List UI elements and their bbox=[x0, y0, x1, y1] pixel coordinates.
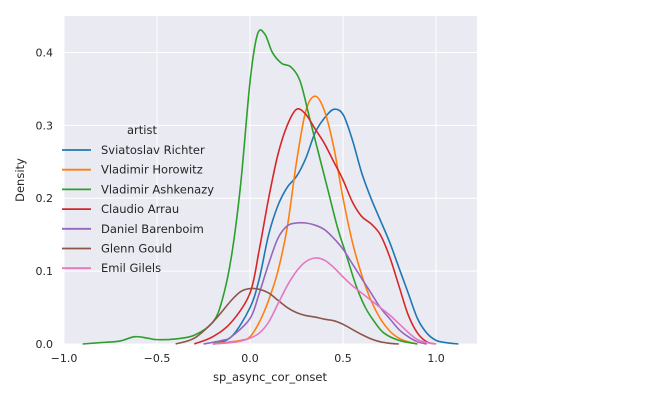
legend-item-emil-gilels: Emil Gilels bbox=[62, 261, 161, 275]
y-tick-label: 0.3 bbox=[36, 119, 54, 132]
legend-item-claudio-arrau: Claudio Arrau bbox=[62, 202, 179, 216]
grid bbox=[63, 16, 477, 345]
x-tick-label: 0.0 bbox=[241, 352, 259, 365]
series-line-daniel-barenboim bbox=[203, 221, 427, 345]
series-line-glenn-gould bbox=[175, 287, 399, 345]
y-axis-ticks: 0.0 0.1 0.2 0.3 0.4 bbox=[36, 46, 54, 351]
series-lines bbox=[82, 29, 459, 345]
series-line-vladimir-horowitz bbox=[212, 95, 418, 345]
y-tick-label: 0.0 bbox=[36, 338, 54, 351]
x-tick-label: 1.0 bbox=[427, 352, 445, 365]
y-tick-label: 0.1 bbox=[36, 265, 54, 278]
y-axis-label: Density bbox=[13, 158, 27, 202]
x-tick-label: 0.5 bbox=[334, 352, 352, 365]
x-axis-ticks: −1.0 −0.5 0.0 0.5 1.0 bbox=[51, 352, 445, 365]
legend: artist Sviatoslav Richter Vladimir Horowi… bbox=[62, 123, 214, 275]
series-line-sviatoslav-richter bbox=[212, 108, 459, 345]
legend-label: Emil Gilels bbox=[101, 261, 161, 275]
legend-label: Glenn Gould bbox=[101, 242, 172, 256]
legend-label: Daniel Barenboim bbox=[101, 222, 204, 236]
series-line-vladimir-ashkenazy bbox=[82, 29, 418, 345]
legend-label: Claudio Arrau bbox=[101, 202, 179, 216]
legend-item-glenn-gould: Glenn Gould bbox=[62, 242, 172, 256]
legend-item-vladimir-horowitz: Vladimir Horowitz bbox=[62, 163, 203, 177]
legend-label: Sviatoslav Richter bbox=[101, 143, 205, 157]
series-line-claudio-arrau bbox=[193, 108, 437, 345]
legend-item-sviatoslav-richter: Sviatoslav Richter bbox=[62, 143, 205, 157]
legend-item-daniel-barenboim: Daniel Barenboim bbox=[62, 222, 204, 236]
legend-label: Vladimir Ashkenazy bbox=[101, 182, 214, 196]
x-axis-label: sp_async_cor_onset bbox=[213, 370, 327, 384]
series-line-emil-gilels bbox=[212, 257, 437, 345]
x-tick-label: −0.5 bbox=[144, 352, 171, 365]
y-tick-label: 0.2 bbox=[36, 192, 54, 205]
y-tick-label: 0.4 bbox=[36, 46, 54, 59]
legend-label: Vladimir Horowitz bbox=[101, 163, 203, 177]
x-tick-label: −1.0 bbox=[51, 352, 78, 365]
legend-item-vladimir-ashkenazy: Vladimir Ashkenazy bbox=[62, 182, 214, 196]
plot-background bbox=[64, 16, 477, 344]
legend-title: artist bbox=[127, 123, 157, 137]
